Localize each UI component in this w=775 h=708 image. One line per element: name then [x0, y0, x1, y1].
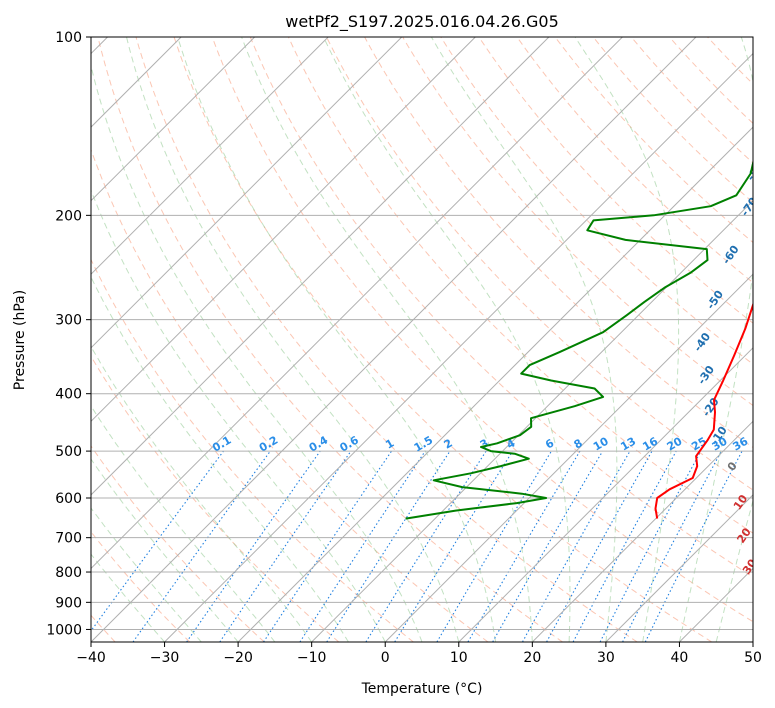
- dry-adiabat-line: [97, 37, 563, 642]
- x-axis-ticks: −40 −30 −20 −10 0 10 20 30 40 50: [76, 642, 762, 666]
- isotherm-line: [91, 37, 329, 275]
- x-tick-label: −40: [76, 650, 106, 666]
- dry-adiabat-label: 20: [734, 525, 754, 545]
- y-tick-label: 400: [55, 387, 82, 403]
- moist-adiabat-line: [91, 275, 349, 642]
- dry-adiabat-line: [478, 37, 753, 324]
- dry-adiabat-line: [249, 37, 753, 578]
- x-tick-label: 10: [450, 650, 468, 666]
- dry-adiabat-line: [402, 37, 753, 407]
- moist-adiabat-line: [91, 458, 239, 642]
- x-tick-label: −10: [297, 650, 327, 666]
- dry-adiabat-line: [326, 37, 753, 491]
- dry-adiabat-line: [630, 37, 753, 164]
- sounding-series: [405, 158, 753, 520]
- x-tick-label: −20: [223, 650, 253, 666]
- y-tick-label: 1000: [46, 622, 82, 638]
- isotherm-line: [91, 37, 476, 423]
- isotherm-line: [91, 37, 256, 202]
- dewpoint-line: [405, 158, 753, 520]
- x-tick-label: 50: [744, 650, 762, 666]
- dry-adiabat-label: -80: [744, 159, 766, 183]
- isotherm-line: [164, 52, 753, 642]
- mixing-ratio-lines: [91, 450, 743, 642]
- dry-adiabat-line: [173, 37, 713, 642]
- moist-adiabat-line: [91, 553, 165, 642]
- moist-adiabat-line: [177, 37, 497, 642]
- moist-adiabats: [91, 37, 753, 642]
- y-tick-label: 800: [55, 565, 82, 581]
- temperature-line: [654, 301, 753, 519]
- y-tick-label: 100: [55, 30, 82, 46]
- isotherm-line: [605, 494, 753, 642]
- isotherm-line: [384, 273, 753, 642]
- x-tick-label: 40: [671, 650, 689, 666]
- x-axis-label: Temperature (°C): [361, 681, 483, 697]
- mixing-ratio-line: [263, 450, 392, 642]
- dry-adiabat-line: [211, 37, 753, 623]
- isotherm-line: [91, 37, 697, 642]
- x-tick-label: 0: [381, 650, 390, 666]
- mixing-ratio-labels: 0.1 0.2 0.4 0.6 1 1.5 2 3 4 6 8 10 13 16 20 25 30 36: [210, 433, 750, 454]
- moist-adiabat-line: [91, 64, 423, 642]
- isobar-gridlines: [91, 37, 753, 630]
- x-tick-label: 20: [523, 650, 541, 666]
- plot-frame: [90, 36, 754, 643]
- moist-adiabat-line: [91, 405, 276, 642]
- dry-adiabat-line: [91, 445, 265, 642]
- dry-adiabat-label: 40: [751, 590, 771, 610]
- x-tick-label: 30: [597, 650, 615, 666]
- y-tick-label: 600: [55, 491, 82, 507]
- skewed-isotherms: [91, 37, 753, 642]
- chart-title: wetPf2_S197.2025.016.04.26.G05: [285, 12, 559, 32]
- moist-adiabat-line: [126, 37, 460, 642]
- y-axis-label: Pressure (hPa): [12, 290, 28, 390]
- mixing-ratio-line: [394, 450, 514, 642]
- isotherm-line: [91, 37, 403, 349]
- mixing-ratio-line: [132, 450, 271, 642]
- isotherm-line: [91, 37, 623, 570]
- mixing-ratio-line: [299, 450, 426, 642]
- dry-adiabat-line: [287, 37, 753, 534]
- isotherm-line: [91, 37, 550, 496]
- y-tick-label: 700: [55, 531, 82, 547]
- dry-adiabat-line: [91, 258, 414, 642]
- dry-adiabat-line: [135, 37, 638, 642]
- x-tick-label: −30: [150, 650, 180, 666]
- moist-adiabat-line: [715, 498, 753, 642]
- moist-adiabat-line: [678, 37, 753, 642]
- mixing-ratio-line: [186, 450, 321, 642]
- y-tick-label: 900: [55, 595, 82, 611]
- moist-adiabat-line: [241, 37, 533, 642]
- moist-adiabat-line: [323, 37, 571, 642]
- plot-area: -100-90-80-70-60-50-40-30-20-10010203040…: [91, 37, 771, 642]
- y-axis-ticks: 100 200 300 400 500 600 700 800 900 1000: [46, 30, 91, 638]
- isotherm-line: [237, 126, 753, 642]
- isotherm-line: [311, 199, 753, 642]
- dry-adiabat-line: [592, 37, 753, 204]
- y-tick-label: 200: [55, 208, 82, 224]
- mixing-ratio-line: [522, 450, 631, 642]
- mixing-ratio-line: [91, 450, 224, 632]
- y-tick-label: 500: [55, 444, 82, 460]
- mixing-ratio-line: [326, 450, 451, 642]
- y-tick-label: 300: [55, 313, 82, 329]
- moist-adiabat-line: [430, 37, 618, 642]
- mixing-ratio-line: [644, 450, 743, 642]
- isotherm-line: [531, 420, 753, 642]
- mixing-ratio-line: [219, 450, 352, 642]
- mixing-ratio-line: [572, 450, 677, 642]
- moist-adiabat-line: [91, 188, 386, 642]
- isotherm-line: [458, 347, 753, 642]
- mixing-ratio-line: [546, 450, 653, 642]
- moist-adiabat-line: [91, 507, 202, 642]
